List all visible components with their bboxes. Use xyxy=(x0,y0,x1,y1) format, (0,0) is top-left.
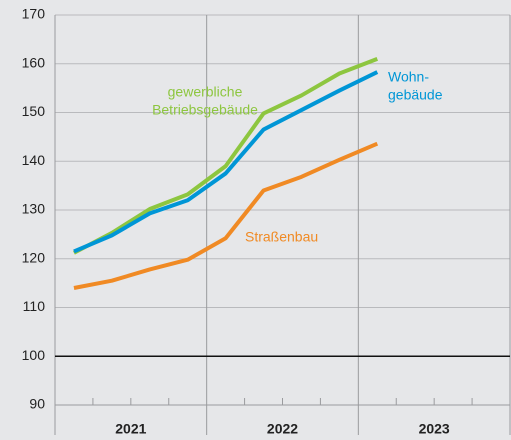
y-tick-label: 120 xyxy=(22,249,46,265)
year-label: 2022 xyxy=(267,421,298,437)
series-label: Straßenbau xyxy=(245,229,318,245)
y-tick-label: 150 xyxy=(22,103,46,119)
year-label: 2023 xyxy=(419,421,450,437)
series-label: gebäude xyxy=(388,87,443,103)
y-tick-label: 90 xyxy=(29,396,45,412)
series-label: gewerbliche xyxy=(168,84,243,100)
series-line xyxy=(73,141,379,290)
series-label: Wohn- xyxy=(388,69,429,85)
series-line xyxy=(73,70,379,254)
series-label: Betriebsgebäude xyxy=(152,102,258,118)
y-tick-label: 100 xyxy=(22,347,46,363)
year-label: 2021 xyxy=(115,421,146,437)
y-tick-label: 140 xyxy=(22,152,46,168)
series-line xyxy=(73,57,379,255)
y-tick-label: 170 xyxy=(22,6,46,22)
y-tick-label: 110 xyxy=(23,298,46,314)
y-tick-label: 160 xyxy=(22,54,46,70)
y-tick-label: 130 xyxy=(22,201,46,217)
